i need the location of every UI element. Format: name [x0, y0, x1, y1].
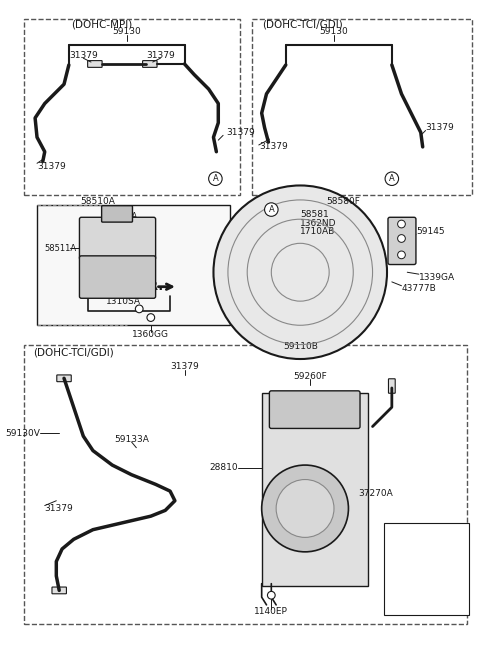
Text: FR.: FR. [141, 280, 164, 293]
Text: 58511A: 58511A [45, 243, 77, 253]
Text: A: A [389, 174, 395, 184]
Text: 59260F: 59260F [293, 372, 327, 381]
Text: 31379: 31379 [37, 162, 66, 171]
FancyBboxPatch shape [102, 205, 132, 222]
Circle shape [147, 314, 155, 321]
Text: 37270A: 37270A [358, 489, 393, 499]
Text: 1362ND: 1362ND [300, 219, 337, 227]
Text: 31379: 31379 [146, 51, 175, 60]
FancyBboxPatch shape [80, 256, 156, 299]
FancyBboxPatch shape [269, 391, 360, 428]
Text: 31379: 31379 [426, 123, 455, 132]
Circle shape [397, 235, 405, 242]
FancyBboxPatch shape [143, 61, 157, 67]
Text: 59130: 59130 [112, 27, 141, 36]
Text: 1360GG: 1360GG [132, 331, 169, 339]
Circle shape [267, 591, 275, 599]
Bar [384, 523, 469, 614]
Text: 31379: 31379 [226, 128, 255, 137]
Text: 1310SA: 1310SA [106, 297, 141, 306]
FancyBboxPatch shape [388, 379, 395, 393]
Bar [262, 393, 368, 586]
Text: A: A [268, 205, 274, 214]
Text: 59145: 59145 [416, 227, 444, 236]
Bar [37, 205, 230, 325]
Text: 31379: 31379 [259, 142, 288, 152]
Text: 31379: 31379 [170, 362, 199, 371]
Text: 58510A: 58510A [80, 198, 115, 206]
Text: (DOHC-TCI/GDI): (DOHC-TCI/GDI) [33, 347, 114, 357]
Circle shape [262, 465, 348, 552]
Text: 58531A: 58531A [106, 212, 138, 221]
Text: 31379: 31379 [45, 504, 73, 513]
FancyBboxPatch shape [80, 217, 156, 260]
Text: 1710AB: 1710AB [300, 227, 336, 236]
Text: 59133A: 59133A [114, 434, 149, 444]
Text: 31379: 31379 [69, 51, 98, 60]
Text: 1339GA: 1339GA [419, 273, 455, 281]
Text: (DOHC-MPI): (DOHC-MPI) [71, 19, 132, 29]
Text: 58581: 58581 [300, 210, 329, 219]
Text: A: A [213, 174, 218, 184]
Text: 1140EP: 1140EP [254, 607, 288, 616]
FancyBboxPatch shape [57, 375, 71, 382]
Text: 1123PB: 1123PB [404, 560, 438, 569]
Circle shape [397, 220, 405, 228]
Text: 59110B: 59110B [283, 342, 318, 351]
Text: 59130V: 59130V [5, 429, 40, 438]
Text: (DOHC-TCI/GDI): (DOHC-TCI/GDI) [262, 19, 342, 29]
Text: 28810: 28810 [209, 464, 238, 472]
Bar [252, 19, 472, 195]
Text: 58580F: 58580F [327, 198, 360, 206]
Circle shape [397, 251, 405, 259]
Bar [24, 19, 240, 195]
Circle shape [209, 172, 222, 186]
Text: 43777B: 43777B [401, 284, 436, 293]
FancyBboxPatch shape [388, 217, 416, 265]
Text: 1123GV: 1123GV [403, 526, 439, 535]
Bar [24, 344, 467, 624]
Circle shape [135, 305, 143, 313]
Text: 59130: 59130 [320, 27, 348, 36]
Circle shape [214, 186, 387, 359]
FancyBboxPatch shape [88, 61, 102, 67]
Circle shape [276, 479, 334, 537]
Circle shape [385, 172, 398, 186]
FancyBboxPatch shape [52, 587, 66, 594]
Circle shape [264, 203, 278, 216]
